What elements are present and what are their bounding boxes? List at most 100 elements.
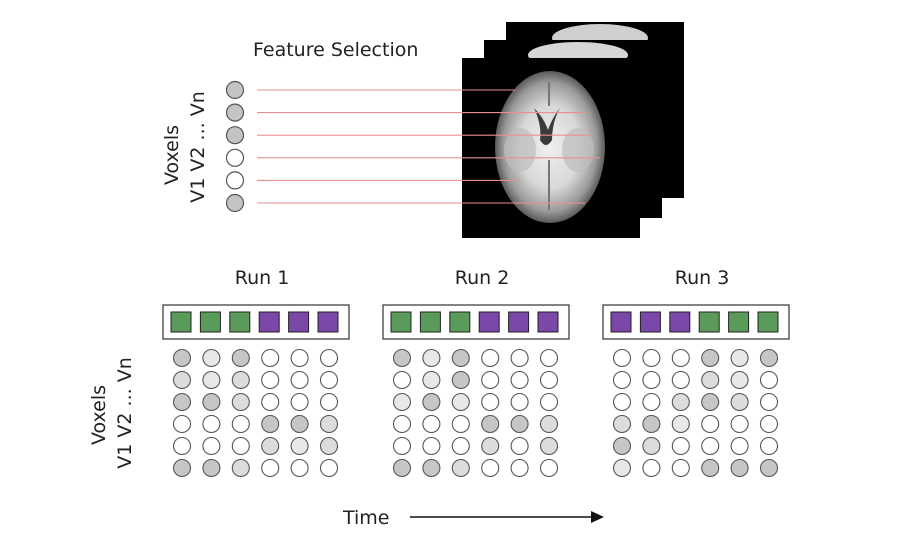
run-3-voxel-r5-c6 xyxy=(759,436,779,456)
run-3-voxel-r3-c3 xyxy=(671,392,690,412)
run-1-voxel-r6-c3 xyxy=(231,458,250,478)
run-2-voxel-r3-c3 xyxy=(451,392,470,412)
run-1-block-1 xyxy=(170,311,192,333)
run-3-voxel-r4-c3 xyxy=(671,414,690,434)
run-1-voxel-r2-c2 xyxy=(202,370,221,390)
run-3-voxel-r3-c4 xyxy=(701,392,720,412)
top-voxel-1 xyxy=(225,80,245,100)
run-2-voxel-r1-c6 xyxy=(539,348,559,368)
run-1-voxel-r1-c2 xyxy=(202,348,221,368)
run-2-voxel-r1-c2 xyxy=(422,348,441,368)
run-3-voxel-r2-c4 xyxy=(701,370,720,390)
top-voxel-2 xyxy=(225,103,245,122)
run-2-voxel-r2-c3 xyxy=(451,370,470,390)
time-label: Time xyxy=(342,507,390,529)
top-voxels-range-label: V1 V2 ... Vn xyxy=(187,91,209,202)
run-1-voxel-r1-c1 xyxy=(172,348,192,368)
top-voxel-3 xyxy=(225,126,245,145)
run-1-voxel-r6-c1 xyxy=(172,458,192,478)
run-3-voxel-r1-c6 xyxy=(759,348,779,368)
run-2-voxel-r1-c3 xyxy=(451,348,470,368)
run-3: Run 3 xyxy=(602,267,790,478)
run-3-voxel-r2-c2 xyxy=(642,370,661,390)
run-3-voxel-r4-c6 xyxy=(759,414,779,434)
run-1-block-2 xyxy=(199,311,221,333)
run-3-voxel-r5-c3 xyxy=(671,436,690,456)
runs: Run 1 Run 2 Run 3 xyxy=(162,267,790,478)
run-3-voxel-r1-c3 xyxy=(671,348,690,368)
run-1-voxel-r3-c3 xyxy=(231,392,250,412)
run-1-voxel-r3-c1 xyxy=(172,392,192,412)
run-3-voxel-r2-c3 xyxy=(671,370,690,390)
run-2-voxel-r2-c6 xyxy=(539,370,559,390)
run-2-block-1 xyxy=(390,311,412,333)
run-2-voxel-r6-c4 xyxy=(481,458,500,478)
run-3-label: Run 3 xyxy=(675,267,730,289)
run-1-voxel-r1-c5 xyxy=(290,348,309,368)
run-2-voxel-r4-c3 xyxy=(451,414,470,434)
run-2-voxel-r1-c5 xyxy=(510,348,529,368)
run-1-voxel-r2-c1 xyxy=(172,370,192,390)
run-1-voxel-r6-c2 xyxy=(202,458,221,478)
run-3-voxel-r3-c6 xyxy=(759,392,779,412)
run-2-voxel-r3-c6 xyxy=(539,392,559,412)
run-1-label: Run 1 xyxy=(235,267,290,289)
run-3-voxel-r5-c5 xyxy=(730,436,749,456)
run-2-voxel-r5-c2 xyxy=(422,436,441,456)
top-voxel-4 xyxy=(225,148,245,167)
run-3-voxel-r6-c5 xyxy=(730,458,749,478)
run-1-voxel-r5-c2 xyxy=(202,436,221,456)
run-1-voxel-r4-c4 xyxy=(261,414,280,434)
run-1-voxel-r2-c6 xyxy=(319,370,339,390)
run-3-voxel-r1-c4 xyxy=(701,348,720,368)
run-3-voxel-r2-c5 xyxy=(730,370,749,390)
run-1: Run 1 xyxy=(162,267,350,478)
run-2-voxel-r5-c1 xyxy=(392,436,412,456)
run-3-voxel-r6-c2 xyxy=(642,458,661,478)
run-2-voxel-r6-c3 xyxy=(451,458,470,478)
run-2-voxel-r1-c4 xyxy=(481,348,500,368)
run-3-block-4 xyxy=(698,311,720,333)
run-3-voxel-r6-c4 xyxy=(701,458,720,478)
run-1-voxel-r1-c3 xyxy=(231,348,250,368)
run-3-voxel-r1-c2 xyxy=(642,348,661,368)
run-1-voxel-r1-c6 xyxy=(319,348,339,368)
run-2-voxel-r2-c2 xyxy=(422,370,441,390)
run-3-voxel-r6-c1 xyxy=(612,458,632,478)
top-voxel-column xyxy=(225,80,245,213)
run-2-voxel-r6-c6 xyxy=(539,458,559,478)
run-2-voxel-r4-c5 xyxy=(510,414,529,434)
run-3-block-3 xyxy=(669,311,691,333)
run-2-block-2 xyxy=(419,311,441,333)
run-2-voxel-r6-c5 xyxy=(510,458,529,478)
run-1-voxel-r4-c6 xyxy=(319,414,339,434)
run-1-voxel-r5-c4 xyxy=(261,436,280,456)
run-1-voxel-r3-c2 xyxy=(202,392,221,412)
run-2-voxel-r1-c1 xyxy=(392,348,412,368)
mri-brain xyxy=(495,71,605,223)
run-3-voxel-r5-c2 xyxy=(642,436,661,456)
run-1-voxel-r3-c4 xyxy=(261,392,280,412)
run-3-voxel-r4-c1 xyxy=(612,414,632,434)
run-3-voxel-r4-c2 xyxy=(642,414,661,434)
run-3-voxel-r1-c5 xyxy=(730,348,749,368)
run-3-voxel-r3-c5 xyxy=(730,392,749,412)
top-voxels-label: Voxels xyxy=(161,125,183,185)
top-voxel-5 xyxy=(225,171,245,190)
time-arrow-head xyxy=(591,511,604,523)
run-1-voxel-r5-c1 xyxy=(172,436,192,456)
run-3-voxel-r5-c1 xyxy=(612,436,632,456)
run-2-block-6 xyxy=(537,311,559,333)
run-3-voxel-r1-c1 xyxy=(612,348,632,368)
run-2-voxel-r5-c4 xyxy=(481,436,500,456)
run-1-voxel-r5-c5 xyxy=(290,436,309,456)
run-2-voxel-r2-c5 xyxy=(510,370,529,390)
run-1-block-5 xyxy=(288,311,310,333)
run-1-block-6 xyxy=(317,311,339,333)
run-3-voxel-r6-c6 xyxy=(759,458,779,478)
mri-right-tissue xyxy=(562,128,594,172)
run-1-voxel-r4-c2 xyxy=(202,414,221,434)
mri-slice-stack xyxy=(462,22,684,238)
run-2-label: Run 2 xyxy=(455,267,510,289)
